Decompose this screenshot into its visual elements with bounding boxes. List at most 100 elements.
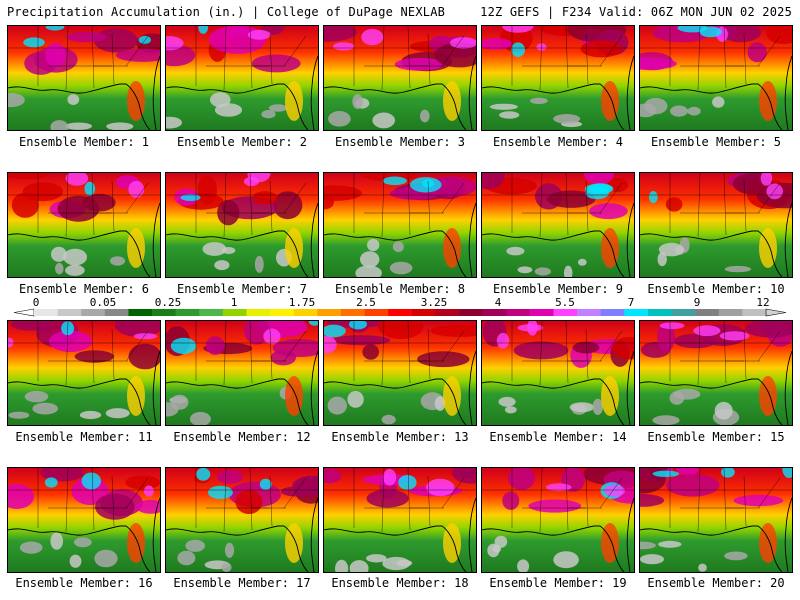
precip-map [482,173,634,277]
colorbar-swatch [577,309,602,316]
ensemble-member-label: Ensemble Member: 19 [489,576,627,590]
colorbar-swatch [671,309,696,316]
colorbar-swatch [57,309,82,316]
colorbar-tick-label: 1 [230,296,238,309]
precip-map [324,26,476,130]
ensemble-member-label: Ensemble Member: 16 [15,576,153,590]
colorbar-tick-label: 5.5 [555,296,575,309]
colorbar-max-arrow [765,308,787,317]
ensemble-member-label: Ensemble Member: 12 [173,430,311,444]
ensemble-map-panel [639,467,793,573]
precip-map [324,321,476,425]
colorbar-swatch [695,309,720,316]
ensemble-member-label: Ensemble Member: 8 [334,282,466,296]
colorbar-swatch [529,309,554,316]
colorbar-swatch [600,309,625,316]
ensemble-member-label: Ensemble Member: 6 [18,282,150,296]
ensemble-member-label: Ensemble Member: 1 [18,135,150,149]
colorbar-swatch [364,309,389,316]
precip-map [640,468,792,572]
colorbar-swatch [718,309,743,316]
precip-map [640,173,792,277]
ensemble-map-panel [639,320,793,426]
ensemble-member-label: Ensemble Member: 15 [647,430,785,444]
colorbar-swatch [270,309,295,316]
colorbar-swatch [175,309,200,316]
colorbar-swatch [482,309,507,316]
ensemble-member-label: Ensemble Member: 17 [173,576,311,590]
precip-map [166,26,318,130]
colorbar-swatch [199,309,224,316]
ensemble-map-panel [639,25,793,131]
ensemble-member-label: Ensemble Member: 14 [489,430,627,444]
ensemble-map-panel [7,172,161,278]
colorbar-swatch [222,309,247,316]
colorbar-swatch [128,309,153,316]
colorbar-swatch [81,309,106,316]
ensemble-member-label: Ensemble Member: 7 [176,282,308,296]
colorbar-swatch [506,309,531,316]
colorbar-tick-label: 9 [693,296,701,309]
colorbar-tick-label: 2.5 [356,296,376,309]
ensemble-map-panel [165,25,319,131]
precip-map [166,468,318,572]
colorbar-tick-label: 0 [32,296,40,309]
colorbar-tick-label: 1.75 [288,296,316,309]
precip-map [482,321,634,425]
precip-map [166,321,318,425]
colorbar-swatch [317,309,342,316]
colorbar-tick-label: 0.05 [89,296,117,309]
ensemble-map-panel [165,320,319,426]
colorbar-swatch [34,309,58,316]
page-title: Precipitation Accumulation (in.) | Colle… [7,5,446,19]
colorbar-swatch [104,309,129,316]
colorbar-swatch [647,309,672,316]
ensemble-member-label: Ensemble Member: 13 [331,430,469,444]
precip-map [640,321,792,425]
ensemble-map-panel [7,467,161,573]
precip-map [166,173,318,277]
colorbar-swatch [340,309,365,316]
ensemble-map-panel [7,320,161,426]
colorbar-swatch [293,309,318,316]
precipitation-colorbar [13,308,787,317]
colorbar-tick-label: 0.25 [154,296,182,309]
ensemble-member-label: Ensemble Member: 2 [176,135,308,149]
colorbar-swatch [459,309,483,316]
precip-map [640,26,792,130]
ensemble-member-label: Ensemble Member: 5 [650,135,782,149]
colorbar-tick-label: 7 [627,296,635,309]
precip-map [8,468,160,572]
ensemble-map-panel [481,467,635,573]
colorbar-tick-label: 4 [494,296,502,309]
ensemble-map-panel [481,320,635,426]
colorbar-swatch [435,309,460,316]
colorbar-swatch [411,309,436,316]
colorbar-tick-label: 3.25 [420,296,448,309]
ensemble-map-panel [639,172,793,278]
ensemble-map-panel [323,25,477,131]
ensemble-map-panel [323,467,477,573]
precip-map [324,468,476,572]
precip-map [8,321,160,425]
ensemble-map-panel [481,25,635,131]
ensemble-map-panel [323,172,477,278]
colorbar-swatch [742,309,767,316]
ensemble-member-label: Ensemble Member: 11 [15,430,153,444]
ensemble-map-panel [165,172,319,278]
precip-map [8,26,160,130]
ensemble-member-label: Ensemble Member: 3 [334,135,466,149]
ensemble-map-panel [7,25,161,131]
ensemble-member-label: Ensemble Member: 10 [647,282,785,296]
ensemble-map-panel [481,172,635,278]
colorbar-swatch [246,309,271,316]
colorbar-swatch [624,309,649,316]
ensemble-map-panel [165,467,319,573]
colorbar-swatch [152,309,176,316]
ensemble-map-panel [323,320,477,426]
ensemble-member-label: Ensemble Member: 18 [331,576,469,590]
ensemble-member-label: Ensemble Member: 9 [492,282,624,296]
ensemble-member-label: Ensemble Member: 4 [492,135,624,149]
colorbar-min-arrow [13,308,35,317]
precip-map [482,26,634,130]
